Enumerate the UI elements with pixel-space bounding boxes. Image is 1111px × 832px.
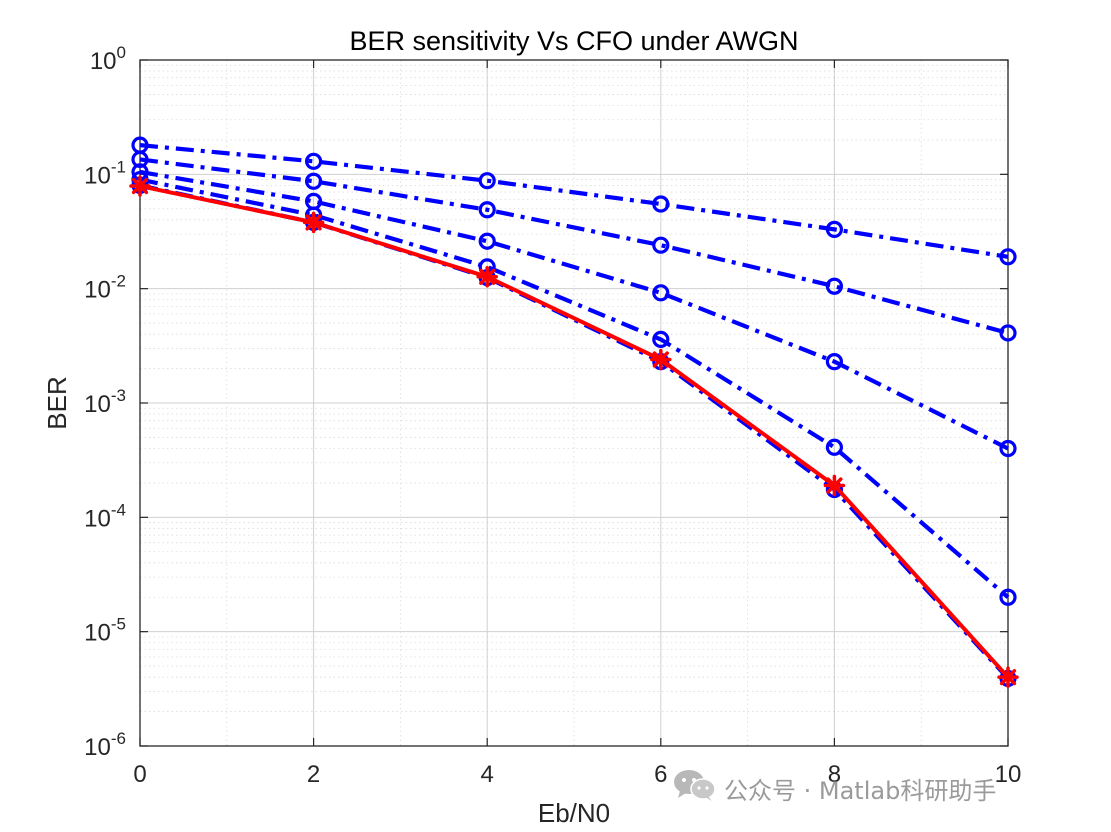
series-line bbox=[139, 157, 1009, 335]
axis-ticks bbox=[139, 59, 1009, 747]
watermark-text: 公众号 · Matlab科研助手 bbox=[724, 776, 997, 805]
data-point bbox=[652, 284, 670, 302]
data-point bbox=[825, 277, 844, 295]
y-tick-label: 10-6 bbox=[84, 729, 126, 761]
series-1 bbox=[131, 136, 1017, 266]
data-point bbox=[997, 666, 1019, 688]
data-point bbox=[999, 588, 1017, 606]
x-tick-label: 10 bbox=[995, 761, 1022, 788]
data-point bbox=[305, 152, 323, 170]
data-point bbox=[999, 248, 1017, 266]
data-point bbox=[652, 330, 670, 348]
x-tick-label: 8 bbox=[828, 761, 841, 788]
series-line bbox=[139, 177, 1010, 599]
wechat-icon bbox=[672, 768, 716, 808]
data-point bbox=[305, 172, 323, 190]
watermark: 公众号 · Matlab科研助手 bbox=[672, 768, 996, 808]
y-tick-label: 100 bbox=[90, 43, 126, 75]
x-axis-label: Eb/N0 bbox=[538, 798, 610, 828]
x-tick-labels: 0 2 4 6 8 10 bbox=[133, 761, 1021, 788]
series-line bbox=[139, 184, 1010, 679]
data-point bbox=[476, 266, 498, 288]
series-line bbox=[139, 143, 1009, 259]
chart-title: BER sensitivity Vs CFO under AWGN bbox=[349, 26, 798, 56]
series-line bbox=[139, 169, 1009, 451]
y-tick-label: 10-4 bbox=[84, 500, 126, 532]
y-tick-label: 10-3 bbox=[84, 386, 126, 418]
data-point bbox=[302, 211, 325, 234]
y-tick-label: 10-5 bbox=[84, 615, 126, 647]
data-point bbox=[652, 236, 670, 254]
y-tick-labels: 100 10-1 10-2 10-3 10-4 10-5 10-6 bbox=[84, 43, 126, 761]
data-point bbox=[825, 220, 844, 238]
y-axis-label: BER bbox=[42, 376, 72, 429]
y-tick-label: 10-1 bbox=[84, 157, 126, 189]
series-layer bbox=[129, 136, 1019, 688]
data-point bbox=[825, 438, 844, 456]
data-point bbox=[478, 172, 496, 190]
x-tick-label: 2 bbox=[307, 761, 320, 788]
x-tick-label: 4 bbox=[481, 761, 494, 788]
data-point bbox=[478, 232, 496, 250]
data-point bbox=[823, 474, 846, 497]
data-point bbox=[478, 201, 496, 219]
x-tick-label: 6 bbox=[654, 761, 667, 788]
series-6 bbox=[129, 175, 1019, 688]
data-point bbox=[825, 353, 844, 371]
data-point bbox=[999, 324, 1017, 342]
x-tick-label: 0 bbox=[133, 761, 146, 788]
data-point bbox=[999, 439, 1017, 458]
y-tick-label: 10-2 bbox=[84, 272, 126, 304]
data-point bbox=[650, 348, 672, 371]
data-point bbox=[129, 175, 151, 197]
data-point bbox=[652, 195, 670, 213]
